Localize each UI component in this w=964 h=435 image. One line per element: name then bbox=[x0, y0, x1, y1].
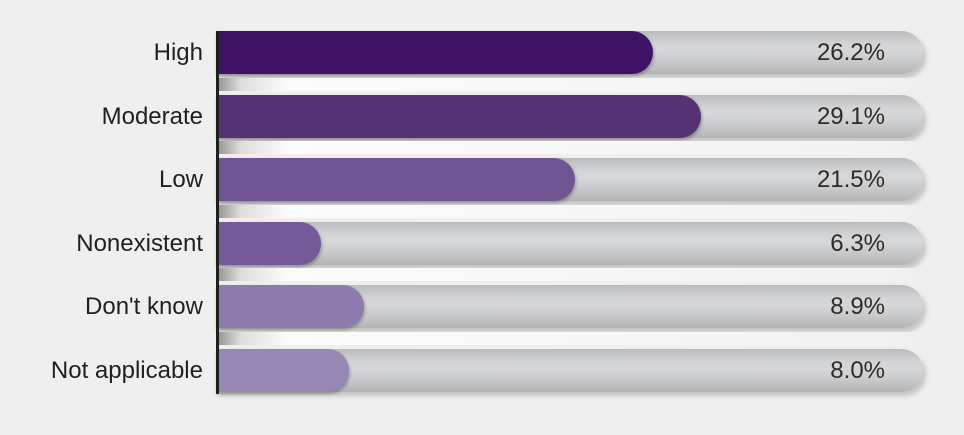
value-label: 8.0% bbox=[830, 356, 885, 384]
chart-row: Not applicable 8.0% bbox=[0, 348, 964, 392]
category-label: High bbox=[153, 39, 203, 66]
category-label: Moderate bbox=[101, 102, 203, 130]
track-area: 21.5% bbox=[216, 158, 923, 218]
row-gap-shine bbox=[216, 331, 916, 345]
row-gap-shine bbox=[216, 204, 916, 218]
bar bbox=[216, 158, 575, 201]
category-label: Nonexistent bbox=[76, 229, 203, 257]
category-label: Low bbox=[158, 166, 203, 193]
row-gap-shine bbox=[216, 141, 916, 154]
row-gap-shine bbox=[216, 77, 916, 91]
value-label: 26.2% bbox=[816, 39, 885, 66]
value-label: 6.3% bbox=[830, 229, 885, 257]
bar bbox=[216, 221, 322, 265]
bar-track: 21.5% bbox=[216, 158, 923, 201]
chart-row: High 26.2% bbox=[0, 31, 964, 91]
track-area: 29.1% bbox=[216, 94, 923, 154]
bar-track: 8.9% bbox=[216, 285, 923, 328]
bar-track: 6.3% bbox=[216, 221, 923, 265]
chart-row: Nonexistent 6.3% bbox=[0, 221, 964, 281]
track-area: 26.2% bbox=[216, 31, 923, 91]
category-label: Don't know bbox=[85, 293, 203, 320]
track-area: 8.0% bbox=[216, 348, 923, 392]
chart-row: Moderate 29.1% bbox=[0, 94, 964, 154]
value-label: 29.1% bbox=[816, 102, 885, 130]
bar-track: 29.1% bbox=[216, 94, 923, 138]
bar bbox=[216, 348, 350, 392]
chart-row: Low 21.5% bbox=[0, 158, 964, 218]
bar bbox=[216, 94, 702, 138]
track-area: 6.3% bbox=[216, 221, 923, 281]
bar bbox=[216, 31, 653, 74]
value-label: 8.9% bbox=[830, 293, 885, 320]
bar-track: 8.0% bbox=[216, 348, 923, 392]
chart-row: Don't know 8.9% bbox=[0, 285, 964, 345]
y-axis-line bbox=[216, 31, 219, 394]
category-label: Not applicable bbox=[50, 356, 203, 384]
chart-rows: High 26.2% Moderate 29.1% Low 21.5% bbox=[0, 31, 964, 392]
track-area: 8.9% bbox=[216, 285, 923, 345]
bar-track: 26.2% bbox=[216, 31, 923, 74]
value-label: 21.5% bbox=[816, 166, 885, 193]
bar bbox=[216, 285, 365, 328]
row-gap-shine bbox=[216, 268, 916, 281]
